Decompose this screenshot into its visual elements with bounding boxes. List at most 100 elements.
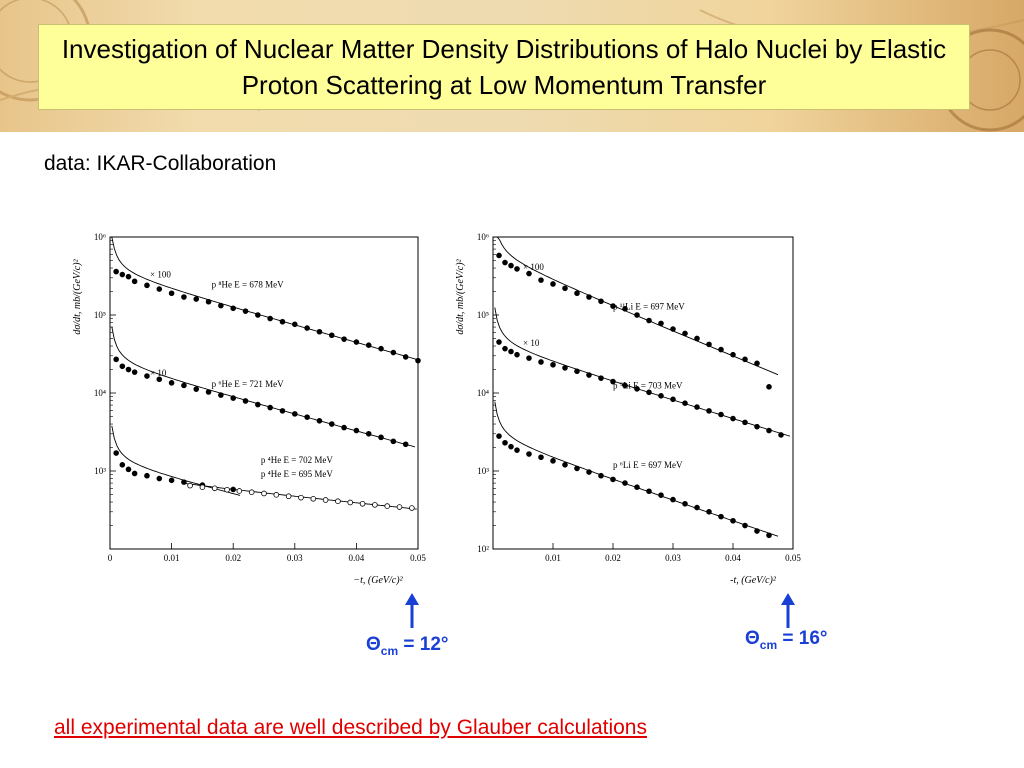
- data-point: [610, 476, 616, 483]
- data-point: [181, 479, 187, 485]
- data-point: [168, 477, 175, 484]
- data-point: [502, 439, 508, 446]
- data-source-label: data: IKAR-Collaboration: [44, 152, 277, 175]
- data-point: [508, 262, 514, 269]
- x-tick-label: 0.03: [287, 553, 303, 563]
- data-point: [586, 469, 592, 475]
- data-point: [496, 339, 502, 345]
- data-point: [304, 325, 310, 331]
- data-point: [766, 532, 772, 539]
- fit-curve: [111, 326, 416, 448]
- data-point: [292, 411, 298, 417]
- data-point: [622, 480, 628, 486]
- data-point: [390, 349, 397, 356]
- data-point: [236, 488, 243, 494]
- data-point: [396, 504, 403, 510]
- data-point: [508, 443, 514, 450]
- data-point: [526, 270, 532, 277]
- data-point: [598, 472, 604, 479]
- data-point: [742, 522, 748, 529]
- data-point: [658, 492, 664, 498]
- data-point: [113, 268, 119, 275]
- he-scattering-chart: 10⁶ 10⁵ 10⁴ 10³ 0 0.01 0.02 0.03 0.04 0.05 −t, (Ge…: [70, 225, 430, 590]
- data-point: [496, 252, 502, 259]
- data-point: [694, 504, 700, 511]
- data-point: [598, 375, 604, 381]
- data-point: [205, 298, 212, 305]
- data-point: [670, 396, 676, 403]
- data-point: [347, 499, 354, 506]
- data-point: [550, 458, 556, 464]
- data-point: [622, 382, 628, 389]
- data-point: [502, 259, 508, 266]
- data-point: [502, 345, 508, 352]
- data-point: [718, 513, 724, 520]
- data-point: [285, 493, 292, 500]
- data-point: [156, 286, 163, 292]
- title-box: Investigation of Nuclear Matter Density …: [38, 24, 970, 110]
- data-point: [670, 326, 676, 332]
- data-point: [670, 496, 676, 503]
- theta-cm-16-label: Θcm = 16°: [745, 628, 828, 652]
- x-axis-label: −t, (GeV/c)²: [353, 575, 403, 586]
- data-point: [730, 517, 736, 524]
- data-point: [646, 389, 652, 396]
- data-point: [230, 305, 237, 312]
- data-point: [526, 451, 532, 457]
- data-point: [113, 356, 119, 363]
- data-point: [610, 378, 616, 385]
- data-point: [682, 400, 688, 406]
- data-point: [562, 365, 568, 371]
- data-point: [224, 486, 230, 493]
- y-tick-label: 10³: [94, 466, 106, 476]
- data-point: [304, 414, 310, 420]
- y-tick-label: 10⁵: [94, 310, 106, 320]
- data-point: [754, 528, 760, 534]
- data-point: [496, 433, 502, 439]
- x-tick-label: 0.04: [725, 553, 741, 563]
- data-point: [131, 470, 138, 477]
- data-point: [125, 366, 132, 373]
- data-point: [242, 398, 249, 404]
- data-point: [514, 266, 520, 272]
- data-point: [634, 386, 640, 392]
- y-tick-label: 10²: [477, 544, 489, 554]
- data-point: [365, 342, 372, 349]
- x-tick-label: 0.02: [225, 553, 241, 563]
- y-tick-label: 10⁴: [477, 388, 489, 398]
- data-point: [766, 427, 772, 434]
- data-point: [199, 484, 206, 490]
- data-point: [538, 454, 544, 461]
- data-point: [508, 348, 514, 355]
- data-point: [365, 430, 372, 437]
- data-point: [193, 296, 200, 302]
- data-point: [113, 450, 119, 456]
- data-point: [267, 404, 273, 411]
- data-point: [409, 505, 415, 511]
- data-point: [658, 393, 664, 399]
- data-point: [131, 369, 138, 375]
- data-point: [218, 302, 224, 309]
- data-point: [682, 500, 688, 507]
- data-point: [706, 508, 712, 515]
- data-point: [205, 389, 212, 395]
- slide-title: Investigation of Nuclear Matter Density …: [61, 34, 947, 100]
- y-axis-label: dσ/dt, mb/(GeV/c)²: [455, 258, 466, 334]
- data-point: [267, 315, 273, 322]
- data-point: [316, 418, 323, 424]
- data-point: [634, 312, 640, 318]
- data-point: [316, 328, 323, 335]
- data-point: [181, 294, 187, 300]
- data-point: [341, 424, 347, 431]
- series-label: p ⁹Li E = 703 MeV: [613, 380, 683, 390]
- y-tick-label: 10³: [477, 466, 489, 476]
- data-point: [310, 496, 317, 502]
- data-point: [634, 484, 640, 490]
- data-point: [742, 356, 748, 363]
- data-point: [550, 361, 556, 368]
- data-point: [248, 489, 255, 495]
- scale-factor-label: × 10: [523, 338, 540, 348]
- arrow-up-icon: [405, 593, 419, 628]
- data-point: [384, 503, 391, 509]
- series-label: p ⁸He E = 678 MeV: [212, 280, 284, 290]
